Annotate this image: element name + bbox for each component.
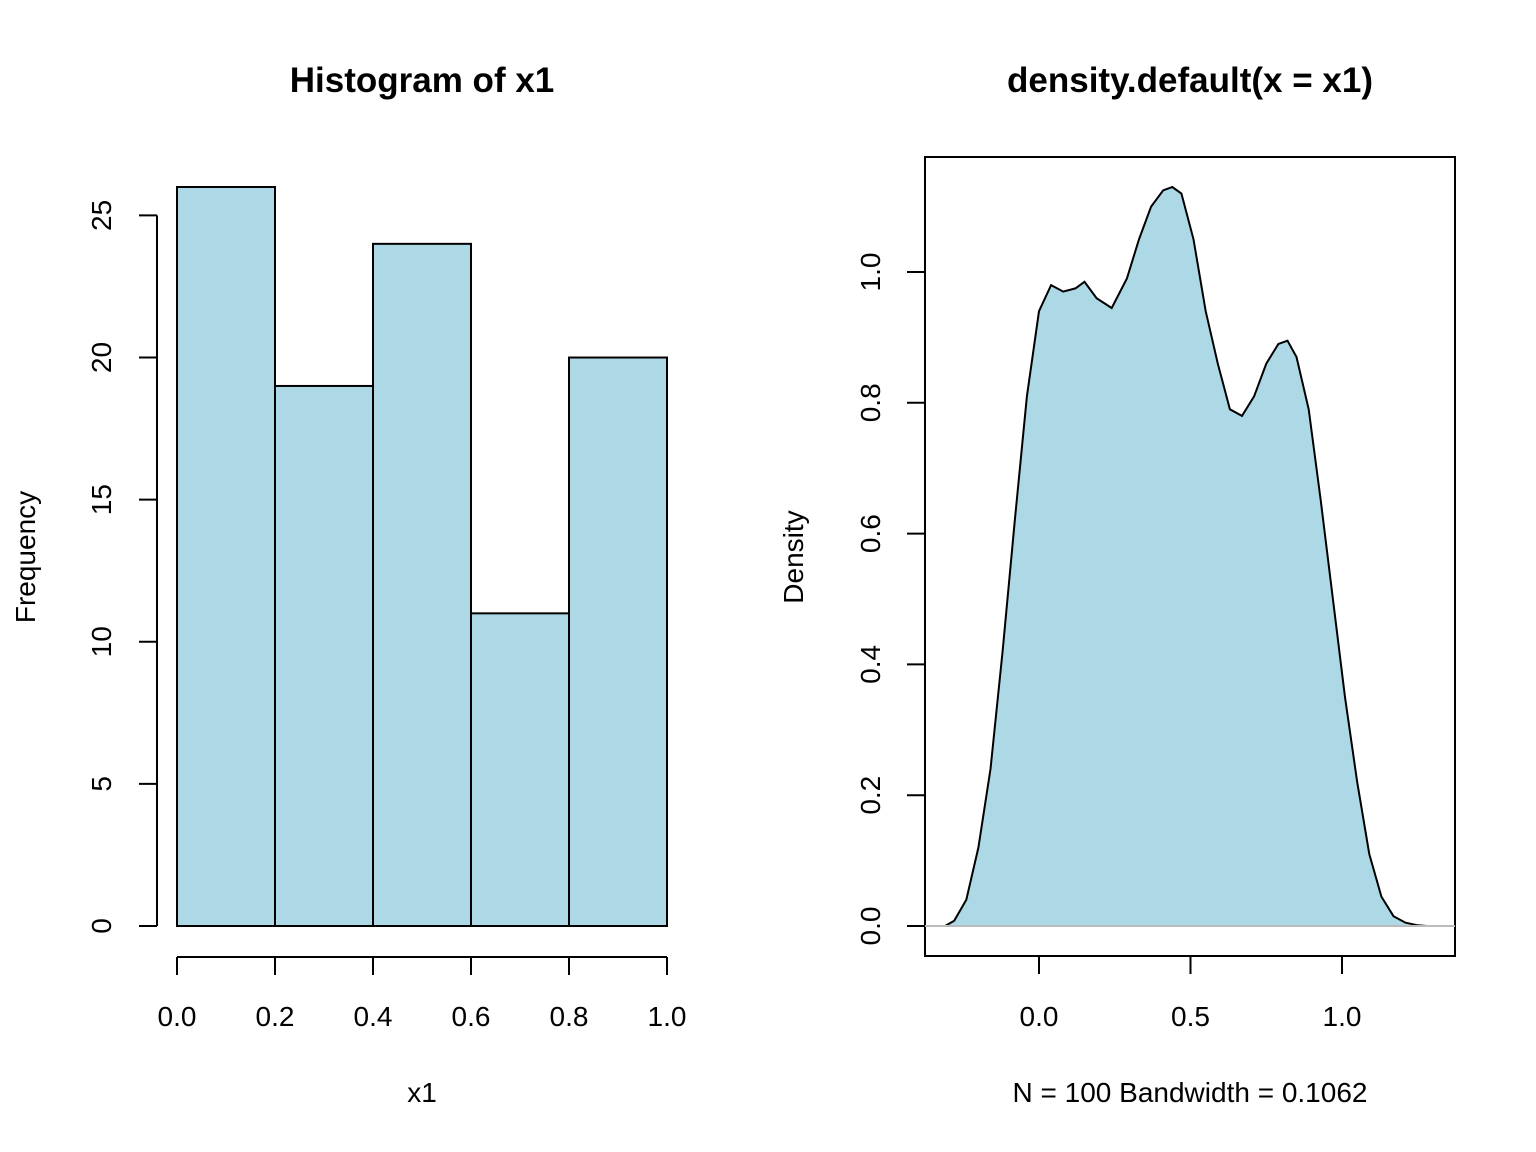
density-y-tick-label: 1.0 <box>855 253 886 292</box>
histogram-x-tick-label: 0.6 <box>452 1001 491 1032</box>
density-y-axis: 0.0 0.2 0.4 0.6 0.8 1.0 <box>855 253 925 946</box>
histogram-bar <box>176 186 276 927</box>
histogram-x-axis-label: x1 <box>407 1077 437 1108</box>
histogram-x-tick-label: 0.4 <box>354 1001 393 1032</box>
density-fill <box>945 187 1436 926</box>
histogram-y-tick-label: 20 <box>86 342 117 373</box>
density-y-tick-label: 0.6 <box>855 514 886 553</box>
density-area <box>925 185 1455 927</box>
histogram-bar <box>470 612 570 927</box>
density-y-tick-label: 0.4 <box>855 645 886 684</box>
density-x-tick-label: 0.0 <box>1020 1001 1059 1032</box>
density-x-tick-label: 0.5 <box>1171 1001 1210 1032</box>
histogram-y-tick-label: 0 <box>86 918 117 934</box>
histogram-x-tick-label: 0.2 <box>256 1001 295 1032</box>
histogram-bar <box>372 242 472 928</box>
histogram-x-tick-label: 0.0 <box>158 1001 197 1032</box>
histogram-bar <box>568 356 668 927</box>
histogram-y-tick-label: 5 <box>86 776 117 792</box>
histogram-x-tick-label: 1.0 <box>648 1001 687 1032</box>
density-y-tick-label: 0.0 <box>855 907 886 946</box>
histogram-y-axis: 0 5 10 15 20 25 <box>86 200 158 934</box>
density-x-tick-label: 1.0 <box>1323 1001 1362 1032</box>
density-x-axis: 0.0 0.5 1.0 <box>1020 955 1362 1032</box>
histogram-bar <box>274 384 374 927</box>
histogram-panel: Histogram of x1 x1 Frequency 0.0 0.2 0.4 0.… <box>10 61 686 1108</box>
histogram-title: Histogram of x1 <box>290 61 555 100</box>
histogram-y-tick-label: 25 <box>86 200 117 231</box>
density-curve <box>944 185 1436 927</box>
histogram-y-tick-label: 10 <box>86 626 117 657</box>
density-x-axis-label: N = 100 Bandwidth = 0.1062 <box>1013 1077 1368 1108</box>
histogram-x-tick-label: 0.8 <box>550 1001 589 1032</box>
density-y-axis-label: Density <box>778 510 809 603</box>
histogram-y-tick-label: 15 <box>86 484 117 515</box>
density-y-tick-label: 0.2 <box>855 776 886 815</box>
histogram-bars <box>176 186 668 928</box>
density-y-tick-label: 0.8 <box>855 383 886 422</box>
histogram-x-axis: 0.0 0.2 0.4 0.6 0.8 1.0 <box>158 956 687 1032</box>
density-title: density.default(x = x1) <box>1007 61 1373 100</box>
density-panel: density.default(x = x1) N = 100 Bandwidt… <box>778 61 1456 1108</box>
histogram-y-axis-label: Frequency <box>10 491 41 623</box>
